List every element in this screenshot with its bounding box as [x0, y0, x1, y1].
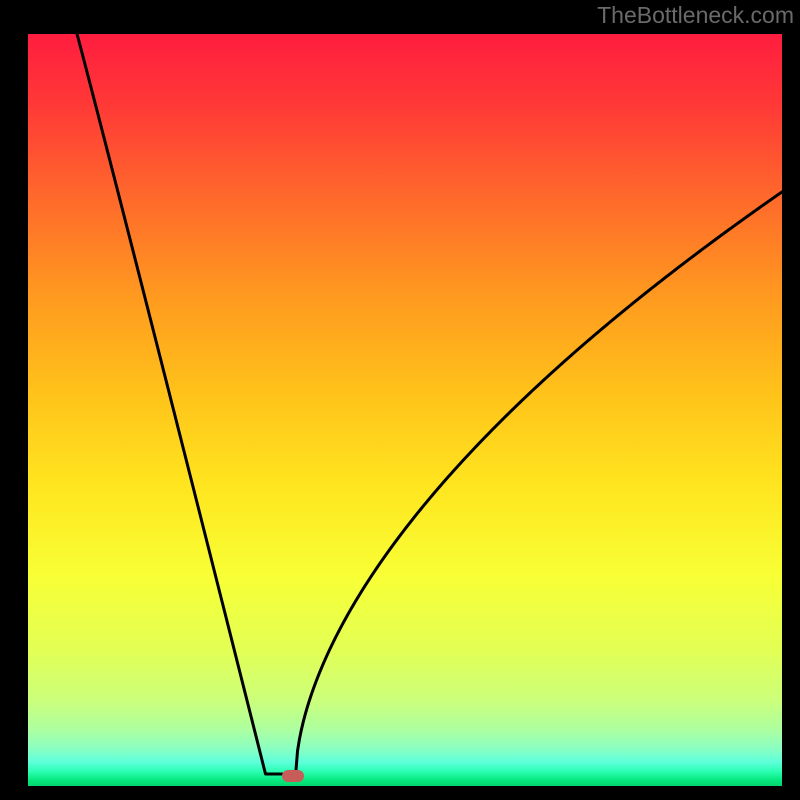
plot-frame	[22, 28, 782, 786]
watermark-text: TheBottleneck.com	[597, 2, 794, 29]
chart-stage: TheBottleneck.com	[0, 0, 800, 800]
optimum-marker	[282, 770, 304, 782]
plot-gradient-background	[28, 34, 782, 786]
